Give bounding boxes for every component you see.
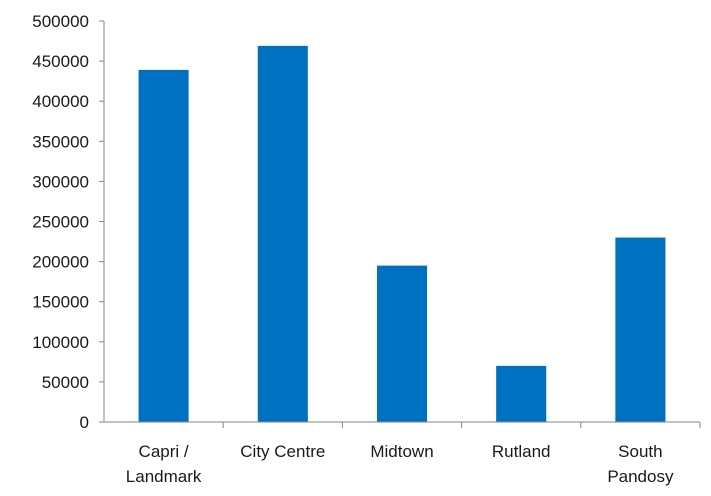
bar (496, 365, 547, 422)
bar (615, 237, 666, 422)
y-tick-label: 150000 (32, 293, 89, 312)
y-tick-label: 450000 (32, 52, 89, 71)
x-axis-labels: Capri / Landmark City Centre Midtown Rutland… (126, 422, 701, 486)
x-tick-label: Rutland (492, 442, 551, 461)
y-tick-label: 0 (80, 413, 89, 432)
y-tick-label: 200000 (32, 253, 89, 272)
y-tick-label: 500000 (32, 12, 89, 31)
y-tick-label: 100000 (32, 333, 89, 352)
y-tick-label: 300000 (32, 172, 89, 191)
y-tick-label: 400000 (32, 92, 89, 111)
y-tick-label: 350000 (32, 132, 89, 151)
bar (138, 69, 189, 422)
y-axis-ticks: 0 50000 100000 150000 200000 250000 300000 3500… (32, 12, 104, 432)
y-tick-label: 50000 (42, 373, 89, 392)
x-tick-label: City Centre (240, 442, 325, 461)
x-tick-label: Pandosy (607, 467, 674, 486)
x-tick-label: Landmark (126, 467, 202, 486)
y-tick-label: 250000 (32, 213, 89, 232)
x-tick-label: Capri / (139, 442, 189, 461)
bar (376, 265, 428, 422)
x-tick-label: Midtown (370, 442, 433, 461)
x-tick-label: South (618, 442, 662, 461)
bars (138, 45, 666, 422)
bar (257, 45, 308, 422)
